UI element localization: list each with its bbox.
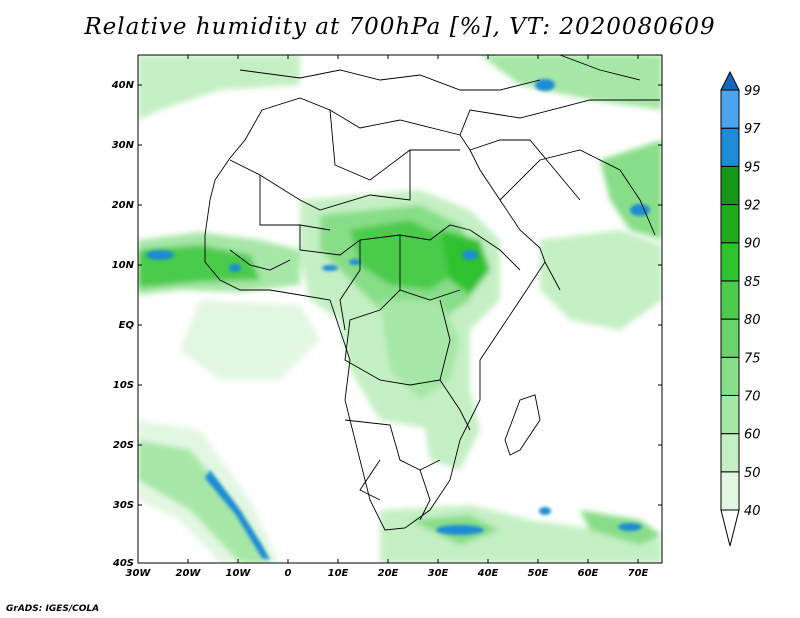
lat-label: 20S [113, 440, 134, 451]
colorbar-label: 90 [744, 237, 761, 252]
lon-label: 20W [176, 568, 202, 579]
lat-label: 40N [111, 80, 135, 91]
lat-label: 30N [112, 140, 135, 151]
lat-label: 40S [112, 558, 134, 569]
lat-label: EQ [119, 320, 135, 331]
colorbar-box [720, 204, 740, 244]
colorbar-box [720, 127, 740, 167]
lat-label: 10N [112, 260, 135, 271]
longitude-labels: 30W 20W 10W 0 10E 20E 30E 40E 50E 60E 70E [126, 55, 649, 579]
colorbar: 40 50 60 70 75 80 85 90 92 95 97 99 [720, 70, 761, 547]
map-frame [137, 54, 663, 564]
colorbar-label: 75 [744, 351, 761, 366]
lon-label: 50E [528, 568, 549, 579]
lon-label: 40E [477, 568, 499, 579]
colorbar-label: 97 [744, 122, 761, 137]
lat-label: 10S [113, 380, 134, 391]
credit-text: GrADS: IGES/COLA [6, 604, 100, 614]
coastlines [204, 55, 660, 531]
lon-label: 70E [628, 568, 649, 579]
colorbar-box [720, 318, 740, 358]
lon-label: 10E [328, 568, 349, 579]
colorbar-label: 80 [744, 313, 761, 328]
colorbar-label: 60 [744, 428, 761, 443]
latitude-labels: 40N 30N 20N 10N EQ 10S 20S 30S 40S [111, 80, 662, 569]
colorbar-label: 85 [744, 275, 761, 290]
colorbar-box [720, 280, 740, 320]
colorbar-lower-arrow [720, 509, 740, 547]
lon-label: 0 [285, 568, 292, 579]
lat-label: 30S [113, 500, 134, 511]
colorbar-label: 50 [744, 466, 761, 481]
lat-label: 20N [112, 200, 135, 211]
colorbar-box [720, 89, 740, 129]
lon-label: 10W [226, 568, 252, 579]
colorbar-box [720, 165, 740, 206]
colorbar-box [720, 356, 740, 396]
lon-label: 60E [578, 568, 599, 579]
lon-label: 20E [378, 568, 399, 579]
colorbar-box [720, 394, 740, 435]
colorbar-label: 70 [744, 389, 761, 404]
colorbar-box [720, 433, 740, 473]
colorbar-label: 92 [744, 199, 761, 214]
colorbar-box [720, 471, 740, 511]
colorbar-label: 95 [744, 160, 761, 175]
map-title: Relative humidity at 700hPa [%], VT: 202… [84, 14, 716, 40]
colorbar-upper-arrow [720, 70, 740, 91]
lon-label: 30W [126, 568, 152, 579]
colorbar-box [720, 242, 740, 282]
lon-label: 30E [428, 568, 449, 579]
colorbar-label: 40 [744, 504, 761, 519]
colorbar-label: 99 [744, 84, 761, 99]
